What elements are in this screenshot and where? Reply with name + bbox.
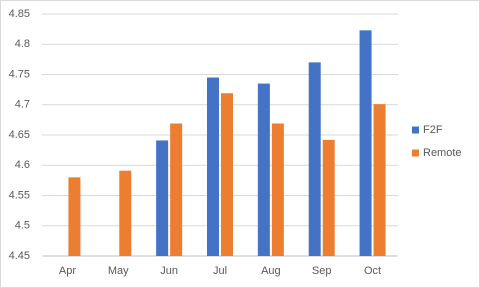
bar — [322, 139, 335, 256]
bar — [308, 62, 321, 257]
bar — [257, 83, 270, 256]
bar — [170, 123, 183, 256]
y-tick-label: 4.45 — [9, 250, 30, 262]
y-tick-label: 4.7 — [15, 99, 30, 111]
legend-label: Remote — [423, 147, 462, 159]
x-tick-label: Jul — [213, 265, 227, 277]
bar — [119, 170, 132, 256]
bar — [373, 104, 386, 257]
bar — [207, 77, 219, 257]
legend-swatch — [412, 149, 419, 157]
y-tick-label: 4.85 — [9, 8, 30, 20]
x-tick-label: Oct — [364, 265, 381, 277]
y-tick-label: 4.5 — [15, 220, 30, 232]
x-tick-label: Jun — [160, 265, 178, 277]
legend-label: F2F — [423, 124, 443, 136]
y-tick-label: 4.75 — [9, 68, 30, 80]
y-tick-label: 4.55 — [9, 189, 30, 201]
x-tick-label: Apr — [59, 265, 76, 277]
x-tick-label: Aug — [261, 265, 281, 277]
bar — [156, 140, 169, 256]
y-tick-label: 4.8 — [15, 38, 30, 50]
y-tick-label: 4.6 — [15, 159, 30, 171]
bar — [68, 177, 81, 256]
y-tick-label: 4.65 — [9, 129, 30, 141]
bar — [359, 30, 372, 257]
x-tick-label: May — [108, 265, 129, 277]
bar — [271, 123, 284, 256]
legend-swatch — [412, 126, 419, 134]
bar — [221, 93, 233, 256]
x-tick-label: Sep — [312, 265, 332, 277]
